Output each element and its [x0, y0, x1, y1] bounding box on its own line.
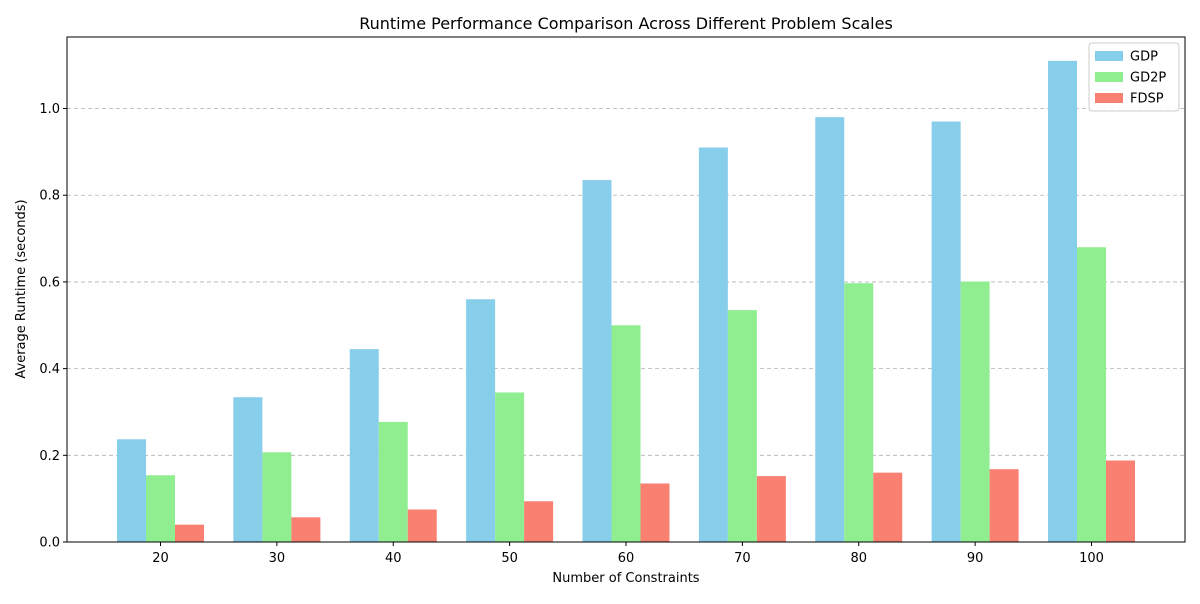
bar-gd2p-100 [1077, 247, 1106, 542]
x-tick-label: 100 [1079, 551, 1104, 566]
legend-swatch-gd2p [1095, 72, 1123, 82]
bar-fdsp-30 [291, 517, 321, 542]
chart-title: Runtime Performance Comparison Across Di… [359, 14, 893, 33]
bar-gdp-20 [117, 439, 146, 542]
bar-fdsp-100 [1106, 460, 1135, 542]
bar-gd2p-70 [727, 310, 757, 542]
y-axis-ticks: 0.0 0.2 0.4 0.6 0.8 1.0 [39, 102, 67, 551]
bar-fdsp-20 [175, 524, 204, 542]
x-axis-ticks: 20 30 40 50 60 70 80 90 100 [152, 542, 1104, 566]
bar-gdp-60 [582, 180, 612, 542]
y-tick-label: 0.0 [39, 536, 60, 551]
x-tick-label: 30 [269, 551, 286, 566]
y-axis-label: Average Runtime (seconds) [14, 199, 29, 378]
y-tick-label: 0.8 [39, 189, 60, 204]
bar-gd2p-80 [844, 283, 874, 542]
y-tick-label: 1.0 [39, 102, 60, 117]
bar-gd2p-90 [960, 281, 990, 542]
bar-fdsp-60 [640, 483, 670, 542]
bars-group [117, 60, 1135, 543]
bar-gd2p-60 [611, 325, 641, 542]
x-tick-label: 90 [967, 551, 984, 566]
legend-swatch-fdsp [1095, 93, 1123, 103]
bar-fdsp-90 [989, 469, 1019, 542]
y-tick-label: 0.2 [39, 449, 60, 464]
bar-gdp-90 [931, 121, 961, 543]
x-tick-label: 40 [385, 551, 402, 566]
bar-gd2p-50 [495, 392, 525, 542]
bar-gd2p-20 [146, 475, 175, 542]
x-axis-label: Number of Constraints [552, 571, 699, 586]
bar-gdp-70 [698, 147, 728, 542]
legend-swatch-gdp [1095, 51, 1123, 61]
bar-fdsp-50 [524, 501, 554, 542]
y-tick-label: 0.6 [39, 275, 60, 290]
legend-label-fdsp: FDSP [1130, 92, 1164, 107]
bar-gdp-50 [466, 299, 496, 542]
bar-gdp-30 [233, 397, 263, 542]
bar-fdsp-40 [407, 509, 437, 542]
legend-label-gdp: GDP [1130, 50, 1158, 65]
x-tick-label: 80 [850, 551, 867, 566]
x-tick-label: 70 [734, 551, 751, 566]
bar-gdp-100 [1048, 60, 1077, 543]
x-tick-label: 50 [501, 551, 518, 566]
grid-lines [67, 108, 1185, 456]
bar-gdp-80 [815, 117, 845, 543]
bar-fdsp-80 [873, 472, 903, 542]
y-tick-label: 0.4 [39, 362, 60, 377]
legend-label-gd2p: GD2P [1130, 71, 1166, 86]
bar-gd2p-30 [262, 452, 292, 542]
bar-gdp-40 [349, 349, 379, 542]
x-tick-label: 20 [152, 551, 169, 566]
bar-fdsp-70 [756, 476, 786, 542]
x-tick-label: 60 [618, 551, 635, 566]
bar-gd2p-40 [378, 421, 408, 542]
legend: GDP GD2P FDSP [1088, 42, 1180, 112]
